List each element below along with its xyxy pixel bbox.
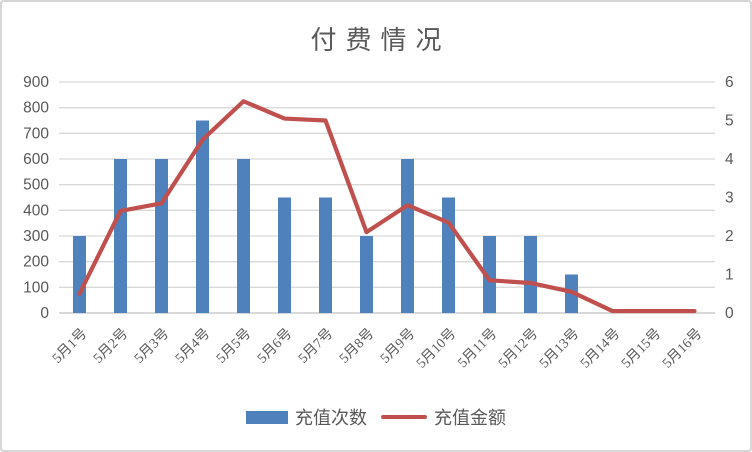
bar-5月8号 <box>360 236 373 313</box>
bar-series-swatch <box>246 410 288 424</box>
x-axis-category-label: 5月1号 <box>49 326 90 367</box>
bar-5月1号 <box>73 236 86 313</box>
left-axis-tick-label: 700 <box>23 125 49 142</box>
x-axis-category-label: 5月12号 <box>495 326 541 372</box>
x-axis-category-label: 5月11号 <box>455 326 501 372</box>
legend-item-recharge-count: 充值次数 <box>246 404 367 430</box>
right-axis-tick-label: 2 <box>725 228 734 245</box>
left-axis-tick-label: 100 <box>23 279 49 296</box>
x-axis-category-label: 5月15号 <box>618 326 664 372</box>
right-axis-tick-label: 0 <box>725 305 734 322</box>
x-axis-category-label: 5月3号 <box>131 326 172 367</box>
x-axis-category-label: 5月7号 <box>295 326 336 367</box>
x-axis-category-label: 5月5号 <box>213 326 254 367</box>
x-axis-category-label: 5月4号 <box>172 326 213 367</box>
bar-5月10号 <box>442 197 455 313</box>
left-axis-tick-label: 300 <box>23 228 49 245</box>
x-axis-category-label: 5月6号 <box>254 326 295 367</box>
bar-5月11号 <box>483 236 496 313</box>
right-axis-tick-label: 3 <box>725 190 734 207</box>
chart-title: 付费情况 <box>310 26 451 55</box>
bar-5月12号 <box>524 236 537 313</box>
x-axis-category-label: 5月14号 <box>577 326 623 372</box>
line-series <box>77 99 697 314</box>
x-axis-category-label: 5月9号 <box>377 326 418 367</box>
left-axis-tick-label: 900 <box>23 74 49 91</box>
x-axis-category-label: 5月13号 <box>536 326 582 372</box>
x-axis-category-label: 5月10号 <box>413 326 459 372</box>
left-axis-tick-label: 600 <box>23 151 49 168</box>
right-axis-tick-label: 4 <box>725 151 734 168</box>
legend: 充值次数 充值金额 <box>2 404 750 430</box>
bar-5月9号 <box>401 159 414 313</box>
legend-label-recharge-count: 充值次数 <box>295 408 367 428</box>
left-axis-tick-label: 0 <box>40 305 49 322</box>
line-series-swatch <box>381 415 427 419</box>
bar-5月4号 <box>196 120 209 313</box>
left-axis-tick-label: 200 <box>23 254 49 271</box>
bar-5月2号 <box>114 159 127 313</box>
x-axis-category-label: 5月2号 <box>90 326 131 367</box>
x-axis-category-label: 5月8号 <box>336 326 377 367</box>
legend-item-recharge-amount: 充值金额 <box>381 404 506 430</box>
legend-label-recharge-amount: 充值金额 <box>434 408 506 428</box>
bar-5月7号 <box>319 197 332 313</box>
left-axis-tick-label: 800 <box>23 100 49 117</box>
left-axis-tick-label: 400 <box>23 202 49 219</box>
right-axis-tick-label: 1 <box>725 267 734 284</box>
left-axis-tick-label: 500 <box>23 177 49 194</box>
bar-5月5号 <box>237 159 250 313</box>
bar-5月6号 <box>278 197 291 313</box>
right-axis-tick-label: 5 <box>725 113 734 130</box>
bar-5月3号 <box>155 159 168 313</box>
right-axis-tick-label: 6 <box>725 74 734 91</box>
x-axis-category-label: 5月16号 <box>659 326 705 372</box>
